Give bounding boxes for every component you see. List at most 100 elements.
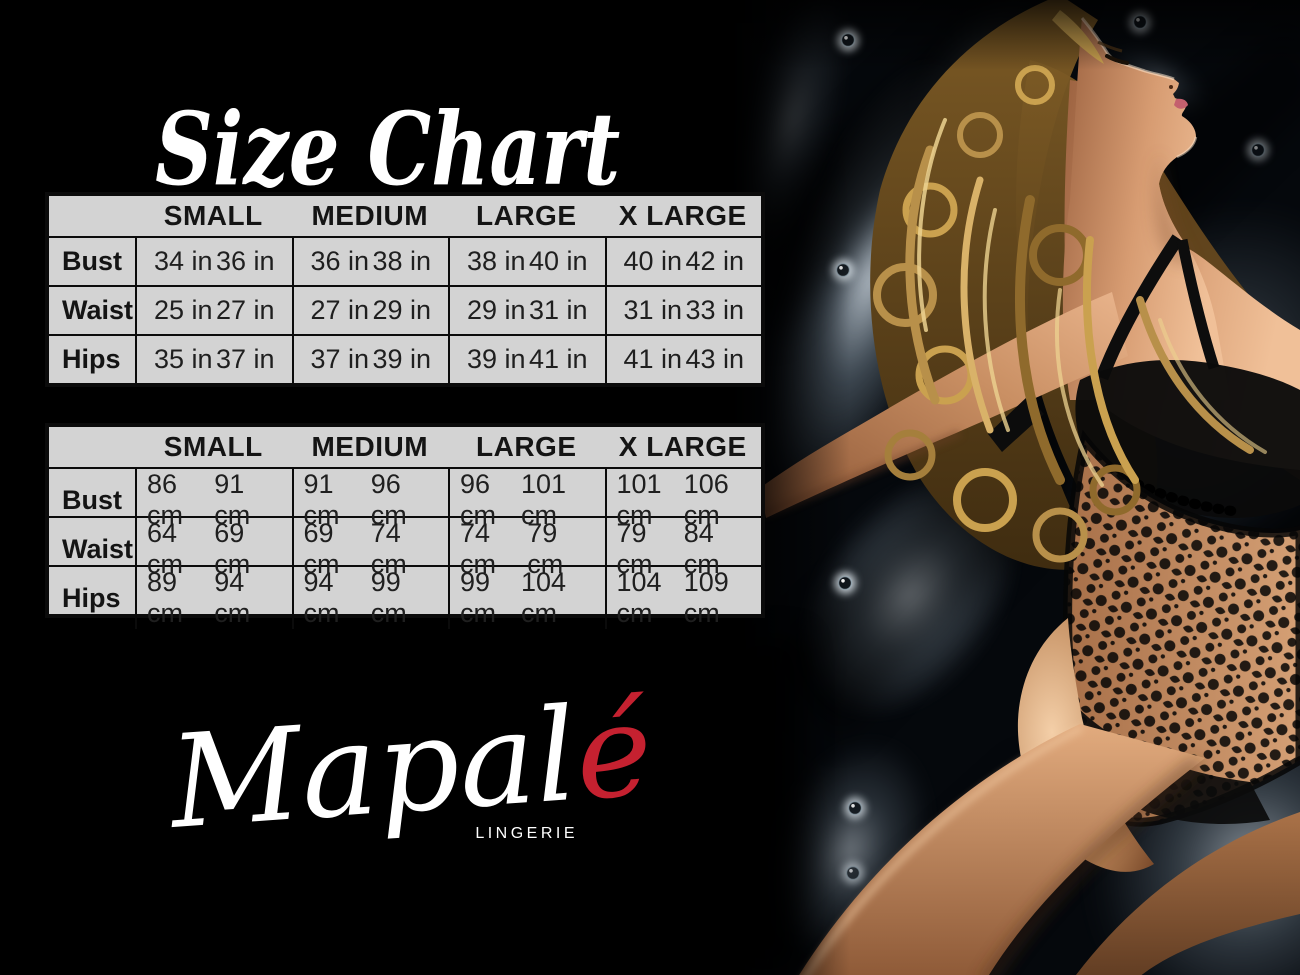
hair-curls [873,10,1267,563]
measurement-cell: 74 cm 79 cm [448,518,605,580]
value: 27 in [215,295,275,325]
brand-tagline: LINGERIE [475,824,578,842]
brand-accent-letter: é [570,675,657,830]
value: 39 in [467,344,526,374]
front-thigh [799,724,1205,975]
value: 35 in [154,344,213,374]
size-header-small: SMALL [163,200,263,231]
measurement-cell: 69 cm 74 cm [291,518,449,580]
row-label: Waist [62,295,134,325]
value: 101 cm [616,469,662,530]
model-photo [730,0,1300,975]
measurement-cell: 101 cm 106 cm [604,469,762,531]
value: 37 in [310,344,370,374]
row-label: Bust [62,484,122,515]
measurement-cell: 40 in 42 in [604,238,762,285]
value: 34 in [154,246,213,276]
measurement-cell: 36 in 38 in [291,238,449,285]
value: 84 cm [683,518,720,579]
size-header-xlarge: X LARGE [618,431,747,462]
row-label: Hips [62,582,121,613]
value: 27 in [310,295,370,325]
size-header-medium: MEDIUM [311,200,429,231]
measurement-cell: 38 in 40 in [448,238,605,285]
table-header-row: SMALL MEDIUM LARGE X LARGE [49,427,761,467]
value: 39 in [372,344,431,374]
value: 74 cm [370,518,407,579]
size-header-xlarge: X LARGE [618,200,747,231]
value: 69 cm [214,518,251,579]
value: 31 in [528,295,588,325]
halter-strap [1095,234,1184,381]
brand-logo-script: Mapalé [165,676,657,858]
measurement-cell: 27 in 29 in [291,287,449,334]
legs [799,724,1300,975]
measurement-cell: 37 in 39 in [291,336,449,383]
value: 36 in [215,246,275,276]
brand-name: Mapal [165,680,582,858]
value: 79 cm [527,518,564,579]
value: 29 in [372,295,431,325]
value: 96 cm [370,469,407,530]
value: 38 in [372,246,431,276]
table-row-bust: Bust 86 cm 91 cm 91 cm 96 cm 96 cm 101 cm 1… [49,467,761,531]
value: 99 cm [460,567,496,628]
back-leg [1076,812,1300,975]
lips [1174,98,1188,109]
value: 40 in [623,246,683,276]
value: 79 cm [616,518,653,579]
measurement-cell: 99 cm 104 cm [448,567,605,629]
measurement-cell: 96 cm 101 cm [448,469,605,531]
row-label: Waist [62,533,134,564]
value: 29 in [467,295,526,325]
value: 41 in [528,344,588,374]
table-row-bust: Bust 34 in 36 in 36 in 38 in 38 in 40 in 40… [49,236,761,285]
size-header-large: LARGE [476,431,577,462]
row-label: Hips [62,344,121,374]
value: 94 cm [214,567,251,628]
measurement-cell: 89 cm 94 cm [135,567,292,629]
measurement-cell: 34 in 36 in [135,238,292,285]
value: 74 cm [460,518,496,579]
measurement-cell: 79 cm 84 cm [604,518,762,580]
value: 94 cm [303,567,340,628]
value: 37 in [215,344,275,374]
model-photo-illustration [730,0,1300,975]
page-title-text: Size Chart [154,90,621,208]
value: 36 in [310,246,370,276]
value: 104 cm [616,567,662,628]
measurement-cell: 39 in 41 in [448,336,605,383]
measurement-cell: 94 cm 99 cm [291,567,449,629]
size-header-small: SMALL [163,431,263,462]
value: 43 in [685,344,744,374]
value: 64 cm [147,518,183,579]
value: 42 in [685,246,744,276]
value: 40 in [528,246,588,276]
halter-strap [1176,238,1220,370]
row-label: Bust [62,246,122,276]
measurement-cell: 64 cm 69 cm [135,518,292,580]
measurement-cell: 41 in 43 in [604,336,762,383]
table-row-hips: Hips 35 in 37 in 37 in 39 in 39 in 41 in 41… [49,334,761,383]
measurement-cell: 31 in 33 in [604,287,762,334]
value: 31 in [623,295,683,325]
measurement-cell: 35 in 37 in [135,336,292,383]
value: 89 cm [147,567,183,628]
measurement-cell: 25 in 27 in [135,287,292,334]
lace-bodysuit-torso [1063,429,1300,827]
nostril [1169,85,1173,89]
value: 109 cm [683,567,729,628]
value: 101 cm [521,469,567,530]
measurement-cell: 29 in 31 in [448,287,605,334]
table-row-waist: Waist 64 cm 69 cm 69 cm 74 cm 74 cm 79 cm 7… [49,516,761,580]
value: 33 in [685,295,744,325]
value: 69 cm [303,518,340,579]
table-row-hips: Hips 89 cm 94 cm 94 cm 99 cm 99 cm 104 cm 1… [49,565,761,629]
value: 104 cm [521,567,567,628]
size-table-inches: SMALL MEDIUM LARGE X LARGE Bust 34 in 36 … [45,192,765,387]
value: 25 in [154,295,213,325]
measurement-cell: 91 cm 96 cm [291,469,449,531]
value: 41 in [623,344,683,374]
value: 91 cm [303,469,340,530]
